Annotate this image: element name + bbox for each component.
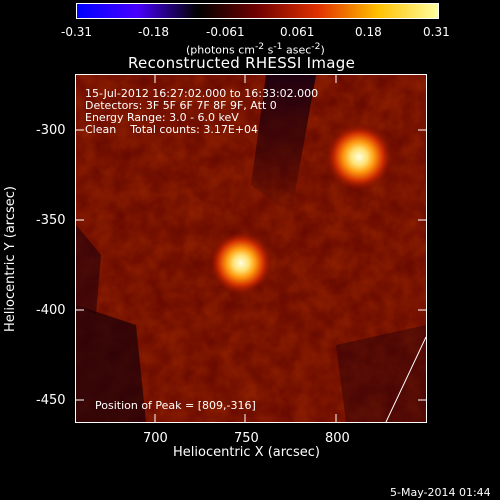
colorbar-tick-5: 0.31 [423, 25, 450, 39]
plot-title: Reconstructed RHESSI Image [128, 54, 356, 72]
colorbar-tick-1: -0.18 [138, 25, 170, 39]
y-axis-label: Heliocentric Y (arcsec) [3, 186, 18, 332]
generation-timestamp: 5-May-2014 01:44 [390, 486, 491, 499]
x-tick-700: 700 [143, 431, 168, 446]
dark-region-bottom-left [76, 305, 146, 422]
colorbar-tick-2: -0.061 [206, 25, 245, 39]
y-tick-minus450: -450 [36, 393, 66, 408]
x-tick-750: 750 [234, 431, 259, 446]
y-tick-minus400: -400 [36, 303, 66, 318]
colorbar [76, 3, 439, 19]
dark-region-bottom-right [336, 325, 426, 422]
colorbar-unit-label: (photons cm-2 s-1 asec-2) [186, 41, 325, 57]
y-tick-minus300: -300 [36, 123, 66, 138]
y-tick-minus350: -350 [36, 213, 66, 228]
info-line-3: Energy Range: 3.0 - 6.0 keV [85, 111, 239, 124]
peak-position-label: Position of Peak = [809,-316] [95, 399, 256, 412]
rhessi-image: 15-Jul-2012 16:27:02.000 to 16:33:02.000… [75, 74, 427, 423]
x-tick-800: 800 [325, 431, 350, 446]
solar-limb-line [385, 336, 426, 422]
secondary-source [209, 231, 273, 295]
dark-region-left [76, 225, 101, 315]
dark-region-top [251, 75, 316, 215]
colorbar-tick-0: -0.31 [61, 25, 93, 39]
peak-source [325, 123, 393, 191]
colorbar-tick-3: 0.061 [280, 25, 315, 39]
info-line-1: 15-Jul-2012 16:27:02.000 to 16:33:02.000 [85, 87, 318, 100]
x-axis-label: Heliocentric X (arcsec) [173, 445, 320, 460]
colorbar-tick-4: 0.18 [355, 25, 382, 39]
info-line-2: Detectors: 3F 5F 6F 7F 8F 9F, Att 0 [85, 99, 277, 112]
info-line-4: Clean Total counts: 3.17E+04 [85, 123, 258, 136]
rhessi-image-canvas: 15-Jul-2012 16:27:02.000 to 16:33:02.000… [76, 75, 426, 422]
